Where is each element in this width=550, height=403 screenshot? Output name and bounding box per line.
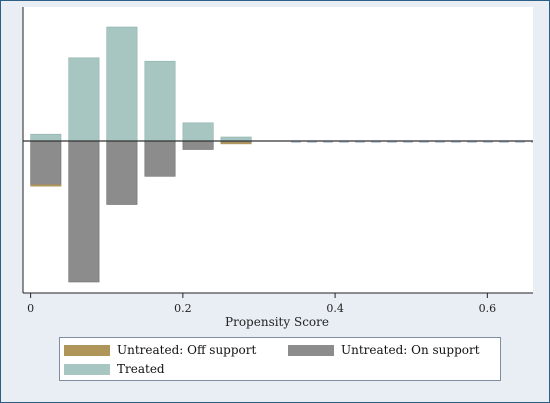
- x-tick-label: 0.6: [479, 302, 497, 315]
- x-tick-label: 0.2: [174, 302, 192, 315]
- legend-item-on-support: Untreated: On support: [288, 343, 480, 357]
- x-axis-title: Propensity Score: [225, 315, 329, 329]
- x-ticks-group: 0 0.2 0.4 0.6: [27, 293, 496, 315]
- legend-label-on-support: Untreated: On support: [341, 343, 480, 357]
- treated-bar: [182, 122, 214, 142]
- untreated-on-support-bar: [68, 140, 100, 283]
- legend-item-treated: Treated: [64, 362, 165, 376]
- untreated-off-support-bar: [30, 184, 62, 187]
- untreated-on-support-bar: [182, 140, 214, 150]
- untreated-on-support-bar: [30, 140, 62, 186]
- legend-swatch-treated: [64, 363, 110, 375]
- untreated-on-support-bar: [106, 140, 138, 205]
- treated-bar: [144, 60, 176, 142]
- x-tick-label: 0: [27, 302, 34, 315]
- bars-group: [30, 26, 252, 283]
- plot-area: [23, 7, 533, 293]
- x-tick-label: 0.4: [326, 302, 344, 315]
- treated-bar: [30, 133, 62, 142]
- untreated-off-support-bar: [220, 142, 252, 145]
- legend-item-off-support: Untreated: Off support: [64, 343, 256, 357]
- legend: Untreated: Off support Untreated: On sup…: [59, 337, 501, 381]
- untreated-on-support-bar: [144, 140, 176, 177]
- treated-bar: [106, 26, 138, 142]
- legend-swatch-off-support: [64, 344, 110, 356]
- legend-swatch-on-support: [288, 344, 334, 356]
- legend-label-off-support: Untreated: Off support: [117, 343, 257, 357]
- treated-bar: [68, 57, 100, 142]
- legend-label-treated: Treated: [117, 362, 165, 376]
